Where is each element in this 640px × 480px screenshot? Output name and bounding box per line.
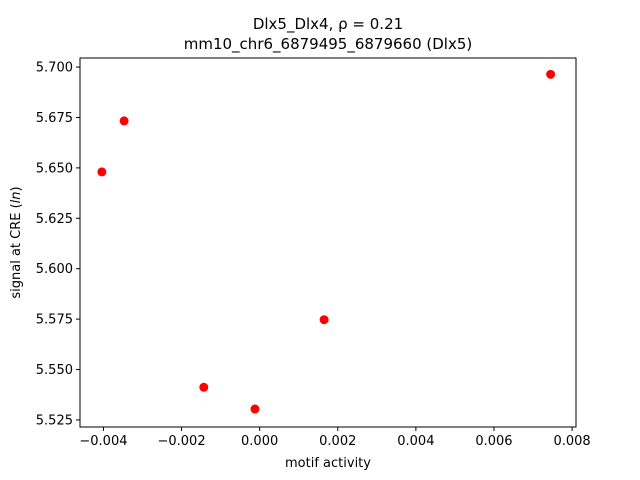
y-axis-label-suffix: )	[9, 186, 24, 191]
x-axis-label: motif activity	[285, 456, 371, 471]
x-tick-label: 0.006	[475, 434, 512, 449]
y-tick-label: 5.550	[36, 363, 73, 378]
x-tick-label: 0.000	[241, 434, 278, 449]
y-axis-label-prefix: signal at CRE (	[9, 203, 24, 298]
y-tick-label: 5.675	[36, 111, 73, 126]
x-tick-label: −0.004	[79, 434, 127, 449]
y-tick-label: 5.625	[36, 212, 73, 227]
data-point	[119, 116, 129, 126]
x-axis-ticks: −0.004 −0.002 0.000 0.002 0.004 0.006 0.008	[79, 427, 591, 449]
data-point	[199, 382, 209, 392]
x-tick-label: 0.008	[553, 434, 590, 449]
data-point	[250, 404, 260, 414]
x-tick-label: 0.004	[397, 434, 434, 449]
y-axis-label: signal at CRE (ln)	[9, 186, 24, 298]
y-axis-ticks: 5.525 5.550 5.575 5.600 5.625 5.650 5.675 5.700	[36, 61, 80, 428]
y-tick-label: 5.700	[36, 61, 73, 76]
data-point	[546, 69, 556, 79]
y-axis-label-italic: ln	[9, 191, 24, 203]
chart-title-line1: Dlx5_Dlx4, ρ = 0.21	[253, 15, 403, 34]
y-tick-label: 5.525	[36, 413, 73, 428]
y-tick-label: 5.600	[36, 262, 73, 277]
chart-title-line2: mm10_chr6_6879495_6879660 (Dlx5)	[184, 35, 473, 54]
data-point	[319, 315, 329, 325]
data-point	[97, 167, 107, 177]
data-points	[97, 69, 556, 414]
x-tick-label: −0.002	[157, 434, 205, 449]
plot-frame	[79, 57, 577, 428]
x-tick-label: 0.002	[319, 434, 356, 449]
y-tick-label: 5.575	[36, 313, 73, 328]
y-tick-label: 5.650	[36, 161, 73, 176]
